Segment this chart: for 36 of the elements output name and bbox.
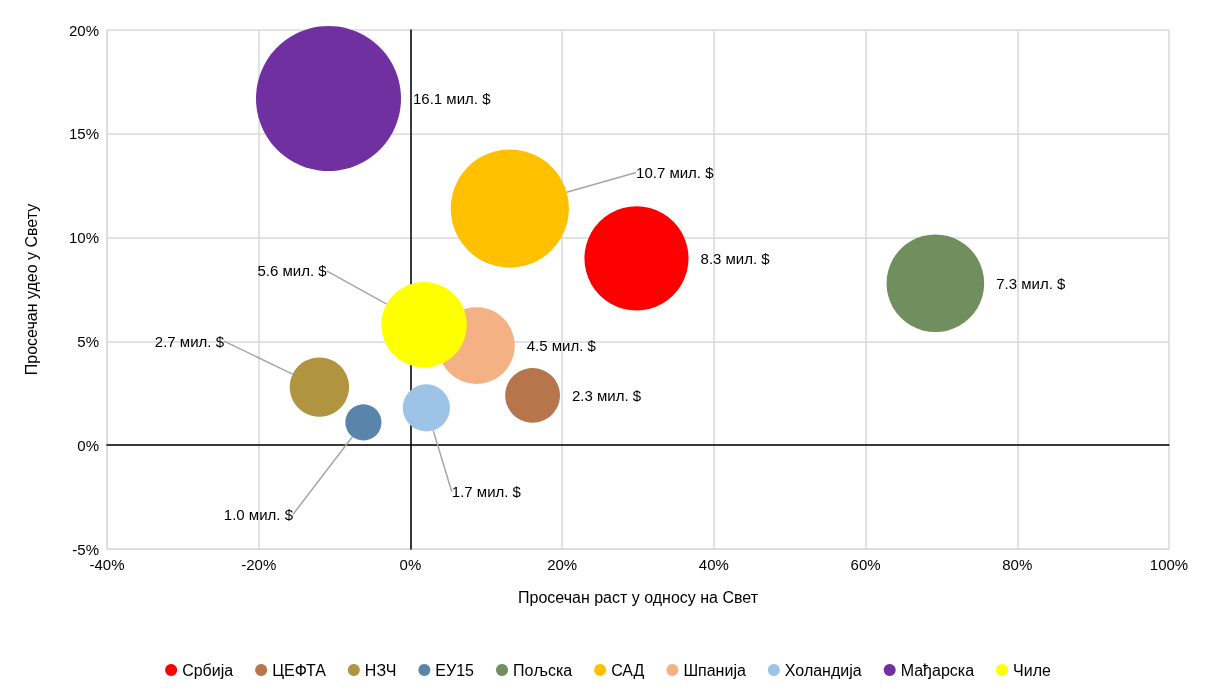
data-label: 1.0 мил. $	[223, 505, 294, 523]
x-tick-label: 100%	[1149, 556, 1189, 573]
data-label: 4.5 мил. $	[526, 337, 597, 355]
legend-label: Пољска	[513, 661, 573, 679]
y-tick-label: 20%	[68, 21, 99, 39]
legend-label: Чиле	[1013, 661, 1051, 679]
data-label: 7.3 мил. $	[996, 274, 1066, 292]
y-tick-label: 10%	[68, 229, 99, 247]
legend-label: Мађарска	[900, 661, 975, 679]
y-tick-label: 0%	[77, 436, 99, 454]
data-label: 2.3 мил. $	[571, 386, 642, 404]
y-axis-title: Просечан удео у Свету	[22, 203, 40, 376]
legend-label: ЦЕФТА	[272, 661, 327, 679]
data-label: 1.7 мил. $	[451, 483, 522, 501]
y-tick-label: 5%	[77, 332, 99, 350]
data-label: 5.6 мил. $	[257, 262, 328, 280]
x-tick-label: 60%	[850, 556, 881, 573]
x-tick-label: -20%	[241, 556, 277, 573]
legend-label: НЗЧ	[364, 661, 397, 679]
data-label: 10.7 мил. $	[636, 164, 715, 182]
data-label: 8.3 мил. $	[700, 249, 771, 267]
x-tick-label: 20%	[547, 556, 578, 573]
data-label: 2.7 мил. $	[154, 332, 225, 350]
x-tick-label: 0%	[399, 556, 422, 573]
data-label: 16.1 мил. $	[413, 90, 492, 108]
y-tick-label: 15%	[68, 125, 99, 143]
legend-label: САД	[611, 661, 645, 679]
x-tick-label: -40%	[89, 556, 125, 573]
y-tick-label: -5%	[72, 540, 99, 558]
x-tick-label: 80%	[1002, 556, 1033, 573]
legend-label: Шпанија	[683, 661, 746, 679]
legend-label: ЕУ15	[435, 661, 475, 679]
x-tick-label: 40%	[698, 556, 729, 573]
x-axis-title: Просечан раст у односу на Свет	[517, 588, 759, 606]
legend-label: Србија	[182, 661, 234, 679]
legend-label: Холандија	[784, 661, 862, 679]
